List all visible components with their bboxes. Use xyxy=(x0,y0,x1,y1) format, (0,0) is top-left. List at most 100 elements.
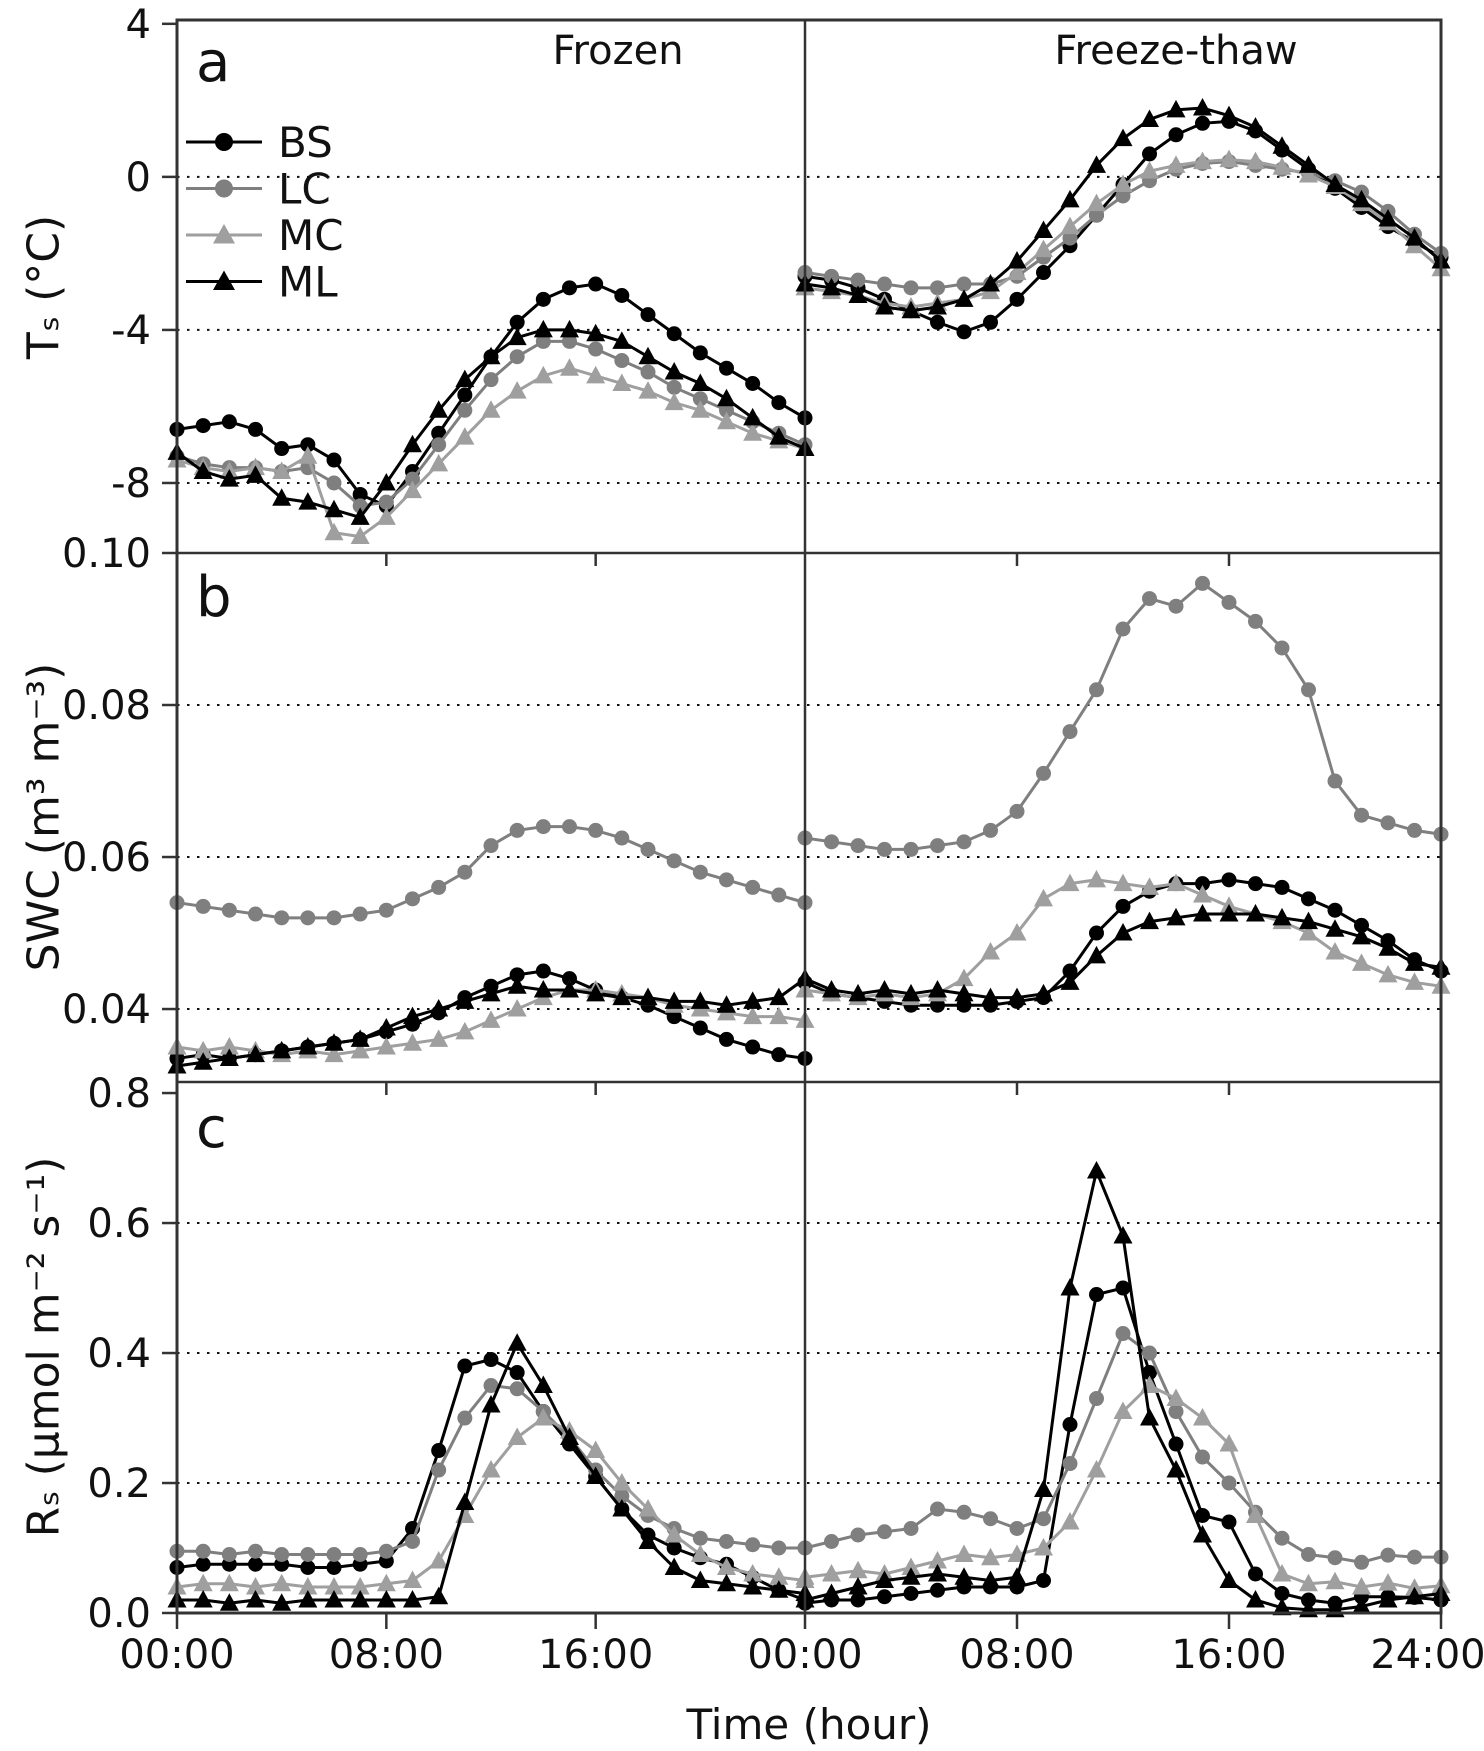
data-point-triangle xyxy=(350,1040,370,1059)
y-tick-label: 4 xyxy=(126,2,151,48)
data-point-triangle xyxy=(376,1037,396,1055)
data-point-circle xyxy=(719,1534,734,1550)
data-point-circle xyxy=(248,1543,263,1559)
data-point-circle xyxy=(614,1488,630,1504)
series-markers-ML xyxy=(795,904,1451,1006)
data-point-circle xyxy=(956,1504,972,1520)
data-point-circle xyxy=(1354,807,1369,823)
data-point-triangle xyxy=(1405,1586,1424,1605)
data-point-triangle xyxy=(848,1560,868,1579)
data-point-triangle xyxy=(560,1427,579,1446)
data-point-triangle xyxy=(586,365,606,384)
data-point-circle xyxy=(1301,1547,1316,1563)
legend-label-ML: ML xyxy=(278,258,338,307)
x-tick-label: 08:00 xyxy=(329,1632,444,1678)
data-point-circle xyxy=(1221,594,1237,610)
data-point-triangle xyxy=(638,346,658,365)
data-point-triangle xyxy=(612,1473,632,1491)
data-point-circle xyxy=(1221,872,1237,888)
data-point-triangle xyxy=(1113,174,1133,193)
data-point-circle xyxy=(824,1534,839,1550)
data-point-triangle xyxy=(1299,911,1318,930)
x-tick-label: 00:00 xyxy=(119,1632,234,1678)
data-point-triangle xyxy=(1166,873,1186,892)
data-point-circle xyxy=(640,364,656,380)
data-point-circle xyxy=(903,841,919,857)
data-point-triangle xyxy=(1113,873,1133,892)
data-point-triangle xyxy=(586,983,606,1002)
data-point-circle xyxy=(1354,917,1369,933)
data-point-triangle xyxy=(1193,885,1212,903)
data-point-circle xyxy=(1062,230,1078,246)
data-point-triangle xyxy=(1193,98,1212,116)
data-point-circle xyxy=(1115,188,1131,204)
data-point-circle xyxy=(877,841,892,857)
data-point-triangle xyxy=(981,987,1000,1006)
data-point-triangle xyxy=(429,1029,449,1047)
data-point-circle xyxy=(326,452,342,468)
data-point-circle xyxy=(1195,575,1210,591)
data-point-triangle xyxy=(1219,904,1239,922)
data-point-circle xyxy=(195,1556,211,1572)
data-point-triangle xyxy=(1113,1226,1133,1244)
data-point-circle xyxy=(824,268,839,284)
y-axis-label-soil-water-content: SWC (m³ m⁻³) xyxy=(18,662,70,972)
data-point-circle xyxy=(850,1527,866,1543)
data-point-triangle xyxy=(560,358,579,376)
data-point-triangle xyxy=(403,480,422,499)
panel-b-right xyxy=(795,575,1451,1013)
data-point-triangle xyxy=(376,472,396,491)
data-point-circle xyxy=(666,379,682,395)
data-point-triangle xyxy=(403,1033,422,1051)
data-point-circle xyxy=(877,1524,892,1540)
data-point-circle xyxy=(983,822,998,838)
data-point-circle xyxy=(666,1540,682,1556)
data-point-triangle xyxy=(1007,923,1027,941)
data-point-triangle xyxy=(1272,907,1292,926)
data-point-triangle xyxy=(1405,228,1424,246)
data-point-circle xyxy=(378,494,394,510)
data-point-triangle xyxy=(429,453,449,472)
data-point-triangle xyxy=(533,980,553,998)
data-point-triangle xyxy=(638,381,658,399)
data-point-triangle xyxy=(954,1567,974,1585)
series-markers-MC xyxy=(167,1408,815,1595)
data-point-circle xyxy=(745,879,761,895)
data-point-triangle xyxy=(690,1570,710,1589)
data-point-triangle xyxy=(403,434,422,453)
data-point-triangle xyxy=(272,1593,292,1611)
data-point-triangle xyxy=(481,1010,501,1028)
data-point-circle xyxy=(771,1047,787,1063)
data-point-circle xyxy=(719,872,734,888)
data-point-triangle xyxy=(612,987,632,1006)
data-point-triangle xyxy=(1219,1434,1239,1452)
data-point-triangle xyxy=(1405,953,1424,971)
data-point-circle xyxy=(562,280,577,296)
data-point-circle xyxy=(1354,1554,1369,1570)
data-point-circle xyxy=(692,864,708,880)
data-point-circle xyxy=(1009,1521,1025,1537)
data-point-triangle xyxy=(1378,1573,1398,1591)
data-point-circle xyxy=(1036,1511,1051,1527)
data-point-triangle xyxy=(981,942,1000,960)
data-point-triangle xyxy=(298,492,318,510)
data-point-triangle xyxy=(586,323,606,342)
data-point-circle xyxy=(745,375,761,391)
data-point-circle xyxy=(1168,598,1184,614)
data-point-triangle xyxy=(403,1006,422,1025)
data-point-triangle xyxy=(298,446,318,464)
data-point-circle xyxy=(535,333,551,349)
series-markers-BS xyxy=(169,276,813,514)
data-point-triangle xyxy=(1352,1577,1371,1595)
data-point-triangle xyxy=(1113,923,1133,941)
data-point-triangle xyxy=(1140,1408,1159,1426)
data-point-triangle xyxy=(1325,919,1345,937)
data-point-triangle xyxy=(901,1567,921,1585)
data-point-circle xyxy=(930,838,945,854)
data-point-triangle xyxy=(1140,877,1159,895)
data-point-triangle xyxy=(1299,1573,1318,1592)
data-point-triangle xyxy=(1007,262,1027,281)
data-point-triangle xyxy=(560,980,579,998)
